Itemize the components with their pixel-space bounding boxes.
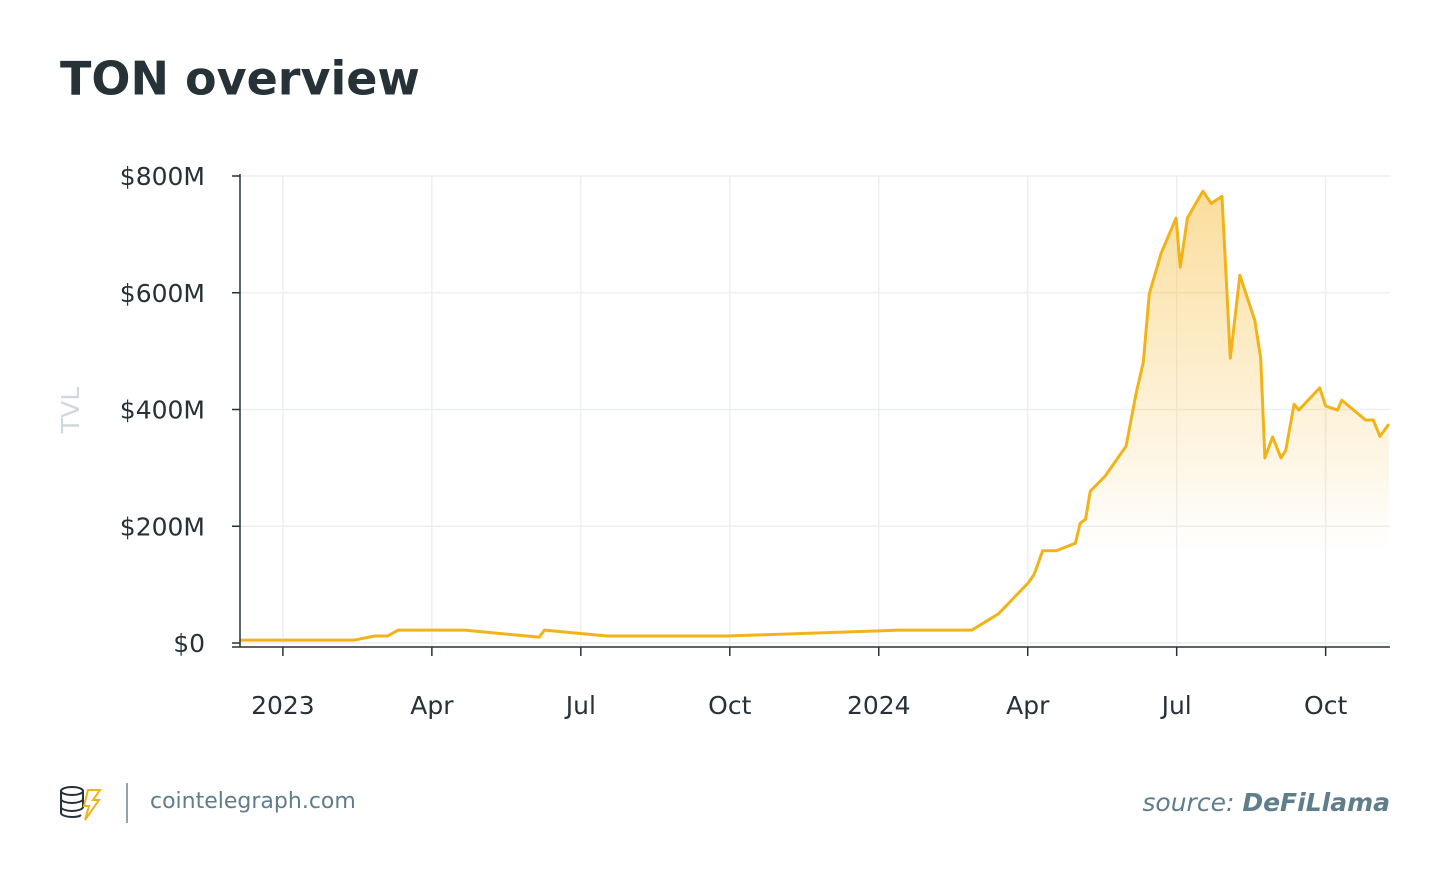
line [240,189,1391,642]
footer-source: source: DeFiLlama [1142,788,1390,817]
x-tick-label: 2024 [847,691,911,720]
source-name: DeFiLlama [1242,788,1390,817]
x-tick-label: Apr [410,691,454,720]
y-tick-label: $800M [120,162,205,191]
area [240,191,1389,644]
x-tick-label: Oct [1304,691,1347,720]
y-tick-label: $600M [120,279,205,308]
y-axis-label: TVL [56,387,85,434]
x-tick-label: Oct [708,691,751,720]
y-tick-label: $0 [173,629,205,658]
x-tick-label: Apr [1006,691,1050,720]
source-label: source: [1142,788,1234,817]
x-tick-label: Jul [1160,691,1192,720]
footer-site: cointelegraph.com [150,789,356,814]
x-tick-label: 2023 [251,691,315,720]
plot: $0 $200M $400M $600M $800M 2023 Apr Jul Oct 2024 A… [120,162,1391,720]
y-tick-label: $400M [120,396,205,425]
x-tick-label: Jul [564,691,596,720]
chart-title: TON overview [60,52,420,106]
footer-logo [60,786,102,821]
y-tick-label: $200M [120,512,205,541]
